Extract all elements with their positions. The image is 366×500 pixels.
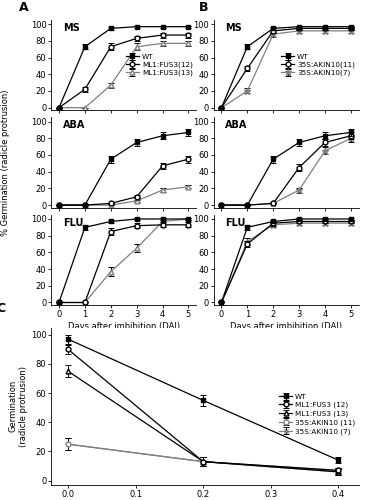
X-axis label: Days after imbibition (DAI): Days after imbibition (DAI) bbox=[68, 322, 180, 330]
Text: A: A bbox=[19, 0, 29, 14]
Text: MS: MS bbox=[225, 22, 242, 32]
Text: FLU: FLU bbox=[225, 218, 246, 228]
Legend: WT, ML1:FUS3(12), ML1:FUS3(13): WT, ML1:FUS3(12), ML1:FUS3(13) bbox=[126, 54, 193, 76]
Text: MS: MS bbox=[63, 22, 79, 32]
Legend: WT, 35S:AKIN10(11), 35S:AKIN10(7): WT, 35S:AKIN10(11), 35S:AKIN10(7) bbox=[281, 54, 355, 76]
X-axis label: Days after imbibition (DAI): Days after imbibition (DAI) bbox=[230, 322, 342, 330]
Text: ABA: ABA bbox=[225, 120, 248, 130]
Legend: WT, ML1:FUS3 (12), ML1:FUS3 (13), 35S:AKIN10 (11), 35S:AKIN10 (7): WT, ML1:FUS3 (12), ML1:FUS3 (13), 35S:AK… bbox=[279, 394, 355, 434]
Text: FLU: FLU bbox=[63, 218, 83, 228]
Text: B: B bbox=[199, 0, 209, 14]
Text: % Germination (radicle protrusion): % Germination (radicle protrusion) bbox=[1, 89, 10, 236]
Text: ABA: ABA bbox=[63, 120, 85, 130]
Text: C: C bbox=[0, 302, 5, 315]
Y-axis label: Germination
(radicle protrusion): Germination (radicle protrusion) bbox=[8, 366, 28, 447]
